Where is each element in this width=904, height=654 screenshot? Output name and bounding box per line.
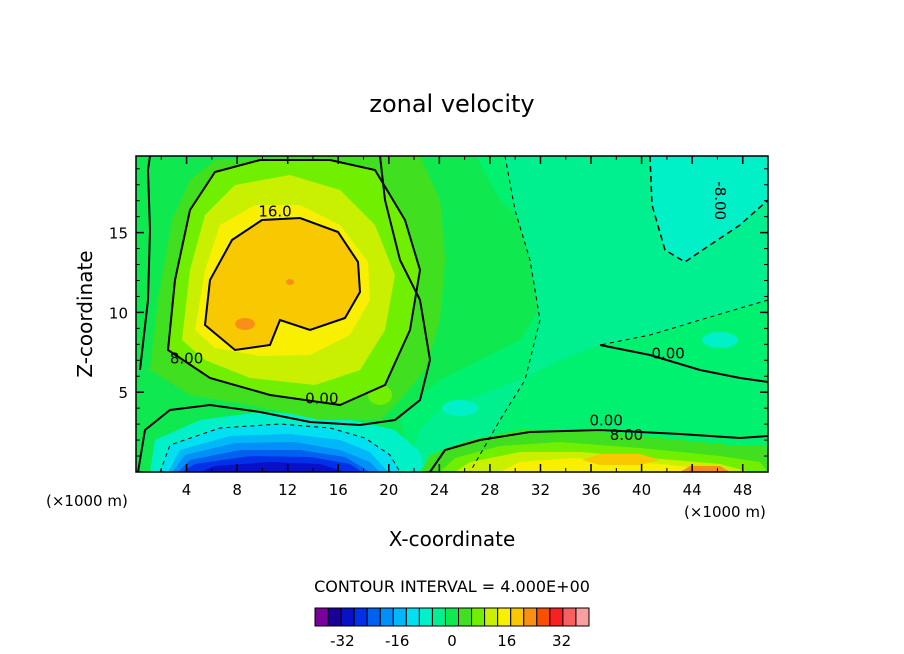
colorbar-swatch: [471, 607, 486, 627]
contour-line-0-right: [429, 344, 768, 472]
colorbar-swatch: [431, 607, 446, 627]
z-axis: 5 10 15: [109, 168, 768, 457]
colorbar-swatch: [327, 607, 342, 627]
colorbar-swatch: [484, 607, 499, 627]
colorbar: -32 -16 0 16 32: [314, 607, 590, 650]
plot-frame: [135, 155, 769, 473]
plot-area: [136, 156, 768, 472]
contour-fill-20: [205, 218, 360, 350]
colorbar-swatch: [444, 607, 460, 627]
contour-line-16: [203, 216, 362, 352]
colorbar-tick-label: -16: [385, 632, 410, 650]
colorbar-swatch: [340, 607, 355, 627]
x-tick-label: 20: [379, 481, 398, 499]
x-unit-right: (×1000 m): [684, 503, 766, 521]
colorbar-swatch: [392, 607, 407, 627]
colorbar-swatch: [353, 607, 368, 627]
contour-fill-neg8: [650, 156, 768, 262]
x-tick-label: 28: [480, 481, 499, 499]
x-axis-label: X-coordinate: [389, 527, 516, 551]
z-tick-label: 15: [109, 225, 128, 243]
x-tick-label: 12: [278, 481, 297, 499]
z-axis-label: Z-coordinate: [73, 250, 97, 377]
contour-fill-24-center: [286, 279, 294, 285]
contour-fill-neg28: [200, 462, 345, 472]
contour-label: 16.0: [258, 203, 291, 221]
colorbar-swatch: [510, 607, 525, 627]
colorbar-swatch: [458, 607, 473, 627]
colorbar-swatch: [536, 607, 551, 627]
contour-interval-text: CONTOUR INTERVAL = 4.000E+00: [314, 577, 590, 596]
contour-fill-24-left: [235, 318, 255, 330]
colorbar-swatch: [405, 607, 420, 627]
colorbar-swatch: [562, 607, 577, 627]
x-tick-label: 8: [232, 481, 242, 499]
colorbar-swatch: [379, 607, 394, 627]
small-feature-1: [442, 400, 478, 416]
contour-line-neg8: [649, 156, 768, 263]
contour-labels: 16.08.000.00-8.000.000.008.00: [170, 181, 729, 444]
x-tick-label: 44: [683, 481, 702, 499]
x-tick-label: 40: [632, 481, 651, 499]
colorbar-swatch: [549, 607, 564, 627]
x-tick-label: 24: [430, 481, 449, 499]
x-tick-label: 4: [182, 481, 192, 499]
small-feature-3: [702, 332, 738, 348]
x-axis: 4 8 12 16 20 24 28 32 36 40 44 48: [160, 156, 752, 499]
contour-line-neg4: [469, 156, 768, 472]
x-tick-label: 48: [733, 481, 752, 499]
contour-line-0-left: [137, 156, 432, 472]
colorbar-tick-label: 16: [497, 632, 516, 650]
chart-title: zonal velocity: [369, 90, 534, 118]
contour-fill-lower-right-20: [582, 454, 660, 465]
z-tick-label: 5: [118, 384, 128, 402]
colorbar-swatch: [314, 607, 329, 627]
colorbar-tick-label: -32: [330, 632, 355, 650]
contour-label: 0.00: [305, 389, 338, 407]
contour-label: 0.00: [651, 345, 684, 363]
colorbar-tick-label: 0: [447, 632, 457, 650]
x-tick-label: 16: [329, 481, 348, 499]
contour-line-8: [166, 159, 422, 407]
colorbar-tick-label: 32: [552, 632, 571, 650]
contour-label: 8.00: [610, 426, 643, 444]
x-tick-label: 36: [581, 481, 600, 499]
colorbar-swatch: [523, 607, 538, 627]
colorbar-swatch: [497, 607, 512, 627]
contour-label: 8.00: [170, 349, 203, 367]
colorbar-swatch: [366, 607, 381, 627]
colorbar-swatch: [418, 607, 433, 627]
x-unit-left: (×1000 m): [46, 492, 128, 510]
z-tick-label: 10: [109, 304, 128, 322]
x-tick-label: 32: [531, 481, 550, 499]
contour-label: -8.00: [711, 181, 729, 220]
colorbar-swatch: [575, 607, 590, 627]
contour-label: 0.00: [590, 412, 623, 430]
